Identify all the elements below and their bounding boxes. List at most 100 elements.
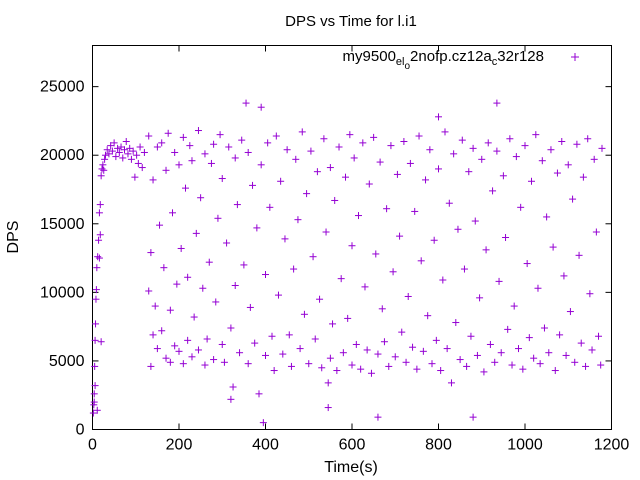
data-point — [311, 335, 319, 343]
data-point — [521, 142, 529, 150]
data-point — [573, 140, 581, 148]
data-point — [279, 350, 287, 358]
data-point — [575, 251, 583, 259]
data-point — [127, 155, 135, 163]
data-point — [592, 228, 600, 236]
data-point — [229, 383, 237, 391]
data-point — [469, 144, 477, 152]
data-point — [419, 347, 427, 355]
data-point — [376, 158, 384, 166]
data-point — [493, 99, 501, 107]
data-point — [560, 272, 568, 280]
data-point — [445, 199, 453, 207]
data-point — [251, 339, 259, 347]
data-point — [244, 360, 252, 368]
x-tick-label: 600 — [339, 437, 366, 454]
data-point — [92, 320, 100, 328]
data-point — [435, 165, 442, 173]
data-point — [486, 340, 494, 348]
data-point — [454, 225, 462, 233]
data-point — [346, 131, 354, 139]
data-point — [523, 260, 531, 268]
axis-ticks — [92, 45, 612, 430]
y-tick-label: 15000 — [40, 216, 85, 233]
data-point — [292, 155, 300, 163]
y-tick-label: 10000 — [40, 284, 85, 301]
data-point — [411, 207, 419, 215]
data-point — [398, 328, 406, 336]
data-point — [207, 159, 215, 167]
data-point — [584, 135, 592, 143]
data-point — [391, 353, 399, 361]
data-point — [97, 338, 105, 346]
data-point — [469, 413, 477, 421]
legend-label-part-2: el — [396, 56, 405, 68]
data-point — [115, 148, 123, 156]
data-points — [89, 99, 606, 427]
data-point — [512, 153, 520, 161]
data-point — [374, 413, 382, 421]
data-point — [335, 143, 343, 151]
data-point — [428, 360, 436, 368]
data-point — [158, 139, 166, 147]
legend-label: my9500elo2nofp.cz12ac32r128 — [343, 48, 544, 72]
data-point — [569, 195, 577, 203]
data-point — [290, 265, 298, 273]
legend-marker — [571, 53, 579, 61]
data-point — [579, 173, 587, 181]
data-point — [199, 284, 207, 292]
data-point — [134, 159, 142, 167]
data-point — [365, 180, 373, 188]
data-point — [169, 209, 177, 217]
data-point — [122, 138, 130, 145]
data-point — [534, 284, 542, 292]
data-point — [160, 264, 168, 272]
data-point — [478, 155, 486, 163]
data-point — [331, 196, 339, 204]
data-point — [93, 406, 101, 414]
data-point — [156, 221, 164, 229]
data-point — [236, 349, 244, 357]
data-point — [274, 291, 282, 299]
data-point — [577, 339, 585, 347]
data-point — [223, 239, 231, 247]
data-point — [497, 349, 505, 357]
data-point — [89, 409, 97, 417]
data-point — [476, 294, 484, 302]
data-point — [166, 306, 174, 314]
data-point — [586, 290, 594, 298]
legend-label-part-1: my9500 — [343, 48, 396, 65]
data-point — [342, 173, 350, 181]
data-point — [598, 144, 606, 152]
data-point — [101, 151, 109, 159]
data-point — [190, 313, 198, 321]
data-point — [158, 327, 166, 335]
data-point — [415, 132, 423, 140]
data-point — [93, 264, 101, 272]
data-point — [441, 128, 449, 136]
data-point — [101, 155, 109, 163]
data-point — [186, 142, 194, 150]
data-point — [225, 143, 233, 151]
data-point — [201, 150, 209, 158]
data-point — [181, 184, 189, 192]
data-point — [218, 340, 226, 348]
data-point — [197, 194, 205, 202]
data-point — [333, 367, 341, 375]
data-point — [95, 236, 103, 244]
data-point — [166, 358, 174, 366]
data-point — [443, 345, 451, 353]
data-point — [482, 246, 490, 254]
data-point — [547, 146, 555, 154]
data-point — [348, 242, 356, 250]
data-point — [396, 232, 404, 240]
data-point — [108, 147, 116, 155]
data-point — [98, 165, 106, 173]
data-point — [545, 349, 553, 357]
data-point — [296, 345, 304, 353]
data-point — [270, 367, 278, 375]
data-point — [339, 349, 347, 357]
data-point — [133, 151, 141, 159]
data-point — [231, 282, 239, 289]
data-point — [201, 361, 209, 369]
